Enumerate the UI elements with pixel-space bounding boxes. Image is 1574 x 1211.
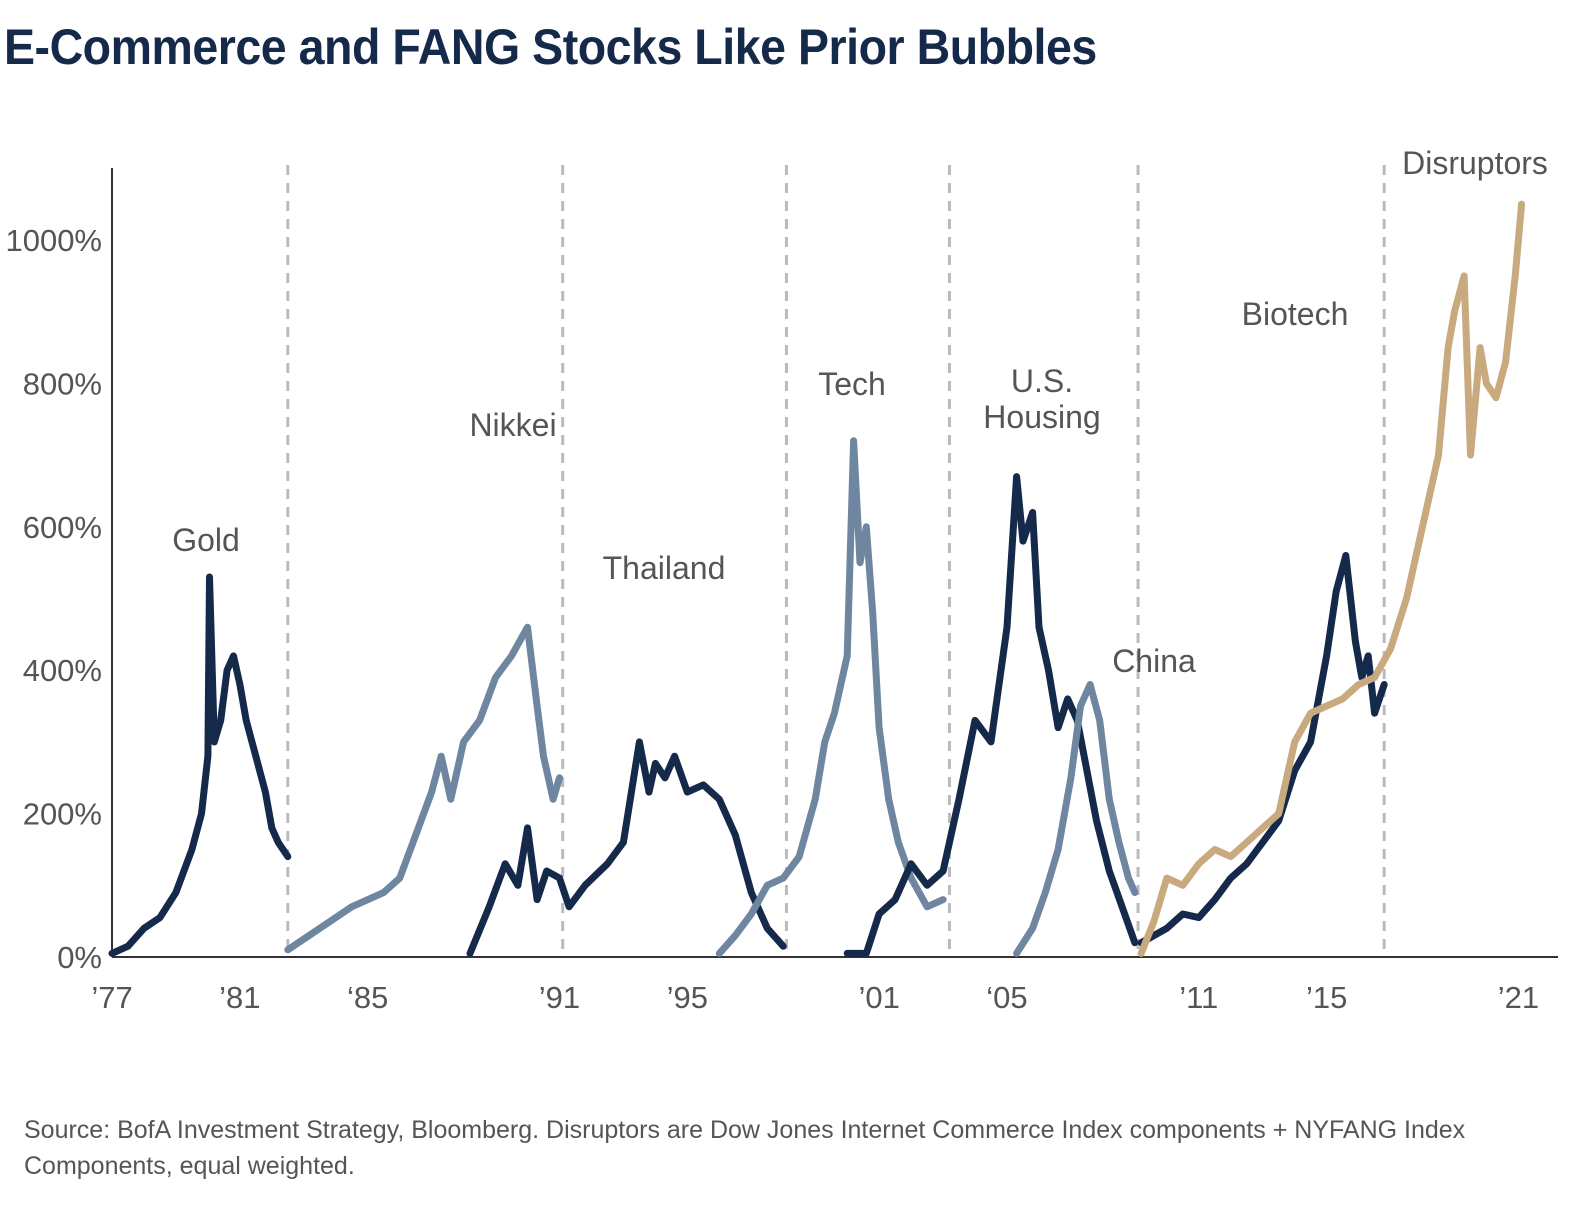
annotation-gold: Gold [172, 522, 240, 558]
period-dividers [286, 165, 1386, 950]
annotation-biotech: Biotech [1242, 296, 1349, 332]
series-line-u-s-housing [843, 473, 1139, 957]
x-tick-label: ’95 [667, 980, 708, 1015]
y-tick-label: 400% [23, 653, 102, 688]
y-tick-label: 600% [23, 510, 102, 545]
annotation-housing: Housing [983, 399, 1100, 435]
series-line-nikkei [284, 623, 563, 954]
bubble-labels: Gold Nikkei Thailand Tech U.S. Housing C… [172, 145, 1548, 679]
series-line-thailand [466, 738, 787, 957]
y-tick-label: 0% [57, 940, 102, 975]
y-tick-label: 200% [23, 797, 102, 832]
x-tick-label: ’01 [858, 980, 899, 1015]
annotation-disruptors: Disruptors [1402, 145, 1548, 181]
y-tick-label: 800% [23, 366, 102, 401]
y-tick-label: 1000% [5, 223, 102, 258]
series-line-gold [108, 573, 292, 957]
annotation-china: China [1112, 643, 1196, 679]
x-tick-label: ‘05 [986, 980, 1027, 1015]
annotation-nikkei: Nikkei [469, 407, 556, 443]
annotation-us: U.S. [1011, 363, 1073, 399]
source-note: Source: BofA Investment Strategy, Bloomb… [24, 1116, 1466, 1180]
x-tick-label: ’91 [539, 980, 580, 1015]
bubbles-line-chart: 0%200%400%600%800%1000% ’77’81 ‘85’91’95’… [5, 145, 1558, 1015]
series-line-tech [715, 437, 947, 957]
chart-title: E-Commerce and FANG Stocks Like Prior Bu… [4, 19, 1097, 75]
series-lines [108, 200, 1526, 957]
x-tick-labels: ’77 ’81 ‘85 ’91 ’95 ’01 ‘05 ’11 ’15 ’21 [91, 980, 1539, 1015]
series-line-disruptors [1137, 200, 1526, 957]
x-tick-label: ‘85 [347, 980, 388, 1015]
x-tick-label: ’77 [91, 980, 132, 1015]
x-tick-label: ’15 [1306, 980, 1347, 1015]
y-tick-labels: 0% 200% 400% 600% 800% 1000% [5, 223, 102, 975]
chart-axes [111, 168, 1558, 958]
x-tick-label: ’21 [1498, 980, 1539, 1015]
series-line-biotech [1137, 552, 1388, 947]
series-line-china [1013, 681, 1139, 957]
x-tick-label: ’11 [1179, 980, 1218, 1015]
x-tick-label: ’81 [219, 980, 260, 1015]
annotation-thailand: Thailand [603, 550, 726, 586]
annotation-tech: Tech [818, 366, 886, 402]
